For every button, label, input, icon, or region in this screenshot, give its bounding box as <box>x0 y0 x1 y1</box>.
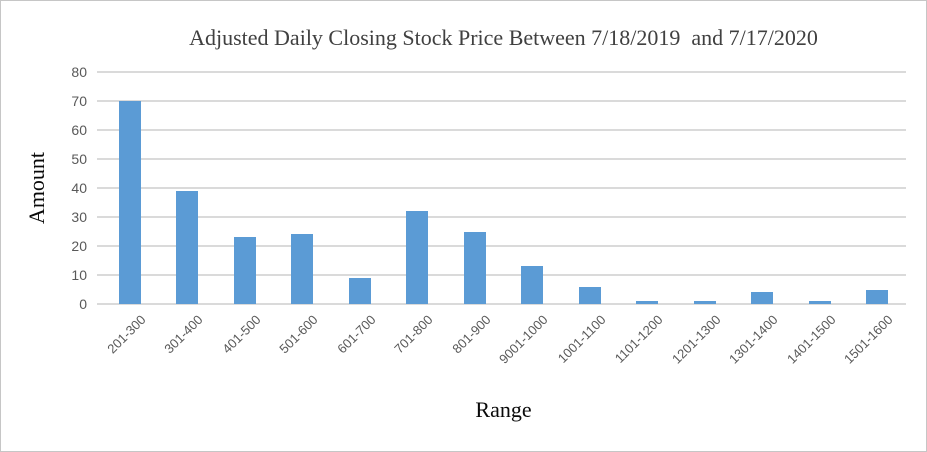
y-tick-label-20: 20 <box>71 238 87 254</box>
y-tick-label-0: 0 <box>79 296 87 312</box>
bar-9001-1000 <box>521 266 544 304</box>
gridline-y-60 <box>97 129 906 131</box>
bar-1301-1400 <box>751 292 774 304</box>
y-tick-label-30: 30 <box>71 209 87 225</box>
bar-501-600 <box>291 234 314 304</box>
gridline-y-80 <box>97 71 906 73</box>
y-tick-label-70: 70 <box>71 93 87 109</box>
plot-area <box>97 71 906 305</box>
y-tick-label-80: 80 <box>71 64 87 80</box>
bar-1401-1500 <box>808 301 831 304</box>
bar-1201-1300 <box>693 301 716 304</box>
gridline-y-20 <box>97 245 906 247</box>
bar-701-800 <box>406 211 429 304</box>
x-axis-title: Range <box>475 397 532 422</box>
chart-title: Adjusted Daily Closing Stock Price Betwe… <box>189 25 818 50</box>
y-tick-label-50: 50 <box>71 151 87 167</box>
gridline-y-50 <box>97 158 906 160</box>
bar-1001-1100 <box>578 286 601 304</box>
y-tick-label-40: 40 <box>71 180 87 196</box>
bar-401-500 <box>233 237 256 304</box>
y-tick-label-10: 10 <box>71 267 87 283</box>
gridline-y-30 <box>97 216 906 218</box>
bar-1501-1600 <box>866 289 889 304</box>
bar-801-900 <box>463 231 486 304</box>
gridline-y-10 <box>97 274 906 276</box>
bar-301-400 <box>176 190 199 304</box>
bar-201-300 <box>118 101 141 304</box>
gridline-y-0 <box>97 303 906 305</box>
gridline-y-70 <box>97 100 906 102</box>
bar-1101-1200 <box>636 301 659 304</box>
y-tick-label-60: 60 <box>71 122 87 138</box>
bar-601-700 <box>348 277 371 304</box>
gridline-y-40 <box>97 187 906 189</box>
